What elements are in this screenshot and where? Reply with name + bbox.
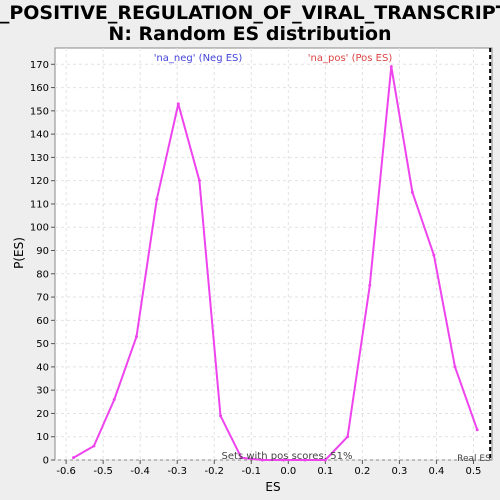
x-tick-label: -0.6 (56, 466, 76, 477)
y-tick-label: 90 (36, 246, 49, 257)
y-tick-label: 0 (43, 456, 49, 467)
es-data-point (410, 190, 414, 194)
x-axis-label: ES (265, 480, 280, 494)
x-tick-label: 0.0 (280, 466, 296, 477)
es-distribution-line (73, 65, 479, 461)
y-tick-label: 140 (30, 130, 49, 141)
y-axis-label: P(ES) (12, 237, 26, 269)
es-data-point (368, 283, 372, 287)
es-data-point (197, 179, 201, 183)
series-layer (72, 48, 492, 462)
x-tick-label: 0.5 (466, 466, 482, 477)
x-tick-label: -0.1 (242, 466, 262, 477)
es-data-point (475, 428, 479, 432)
neg-es-label: 'na_neg' (Neg ES) (154, 53, 243, 64)
x-tick-label: -0.2 (204, 466, 224, 477)
es-data-point (323, 458, 327, 462)
y-tick-label: 70 (36, 293, 49, 304)
es-data-point (176, 102, 180, 106)
y-tick-label: 10 (36, 432, 49, 443)
x-tick-label: 0.3 (391, 466, 407, 477)
y-axis: 0 10 20 30 40 50 60 70 80 90 100 110 120 130 140 150 160… (30, 60, 55, 467)
es-data-point (281, 458, 285, 462)
x-tick-label: -0.3 (167, 466, 187, 477)
y-tick-label: 50 (36, 339, 49, 350)
x-tick-label: 0.1 (317, 466, 333, 477)
es-data-point (303, 458, 307, 462)
y-tick-label: 110 (30, 199, 49, 210)
pos-es-label: 'na_pos' (Pos ES) (308, 53, 393, 64)
es-data-point (432, 253, 436, 257)
es-data-point (112, 397, 116, 401)
x-tick-label: 0.2 (354, 466, 370, 477)
es-data-point (346, 435, 350, 439)
x-tick-label: -0.4 (130, 466, 150, 477)
es-data-point (260, 458, 264, 462)
x-tick-label: 0.4 (428, 466, 444, 477)
es-data-point (155, 197, 159, 201)
y-tick-label: 170 (30, 60, 49, 71)
chart-title-line1: GO_POSITIVE_REGULATION_OF_VIRAL_TRANSCRI… (0, 2, 500, 24)
es-data-point (389, 65, 393, 69)
y-tick-label: 100 (30, 223, 49, 234)
chart-title-line2: N: Random ES distribution (108, 23, 391, 45)
y-tick-label: 160 (30, 83, 49, 94)
y-tick-label: 150 (30, 106, 49, 117)
y-tick-label: 120 (30, 176, 49, 187)
x-tick-label: -0.5 (93, 466, 113, 477)
es-data-point (134, 335, 138, 339)
y-tick-label: 20 (36, 409, 49, 420)
es-data-point (239, 456, 243, 460)
pos-scores-annotation: Sets with pos scores: 51% (222, 451, 353, 462)
es-data-point (92, 444, 96, 448)
x-axis: -0.6 -0.5 -0.4 -0.3 -0.2 -0.1 0.0 0.1 0.2 0.3 0.4 0… (56, 460, 481, 477)
y-tick-label: 130 (30, 153, 49, 164)
es-data-point (219, 414, 223, 418)
y-tick-label: 40 (36, 362, 49, 373)
y-tick-label: 60 (36, 316, 49, 327)
es-data-point (453, 365, 457, 369)
es-data-point (72, 456, 76, 460)
plot-area (54, 47, 493, 461)
y-tick-label: 30 (36, 386, 49, 397)
real-es-label: Real ES (457, 454, 491, 464)
y-tick-label: 80 (36, 269, 49, 280)
